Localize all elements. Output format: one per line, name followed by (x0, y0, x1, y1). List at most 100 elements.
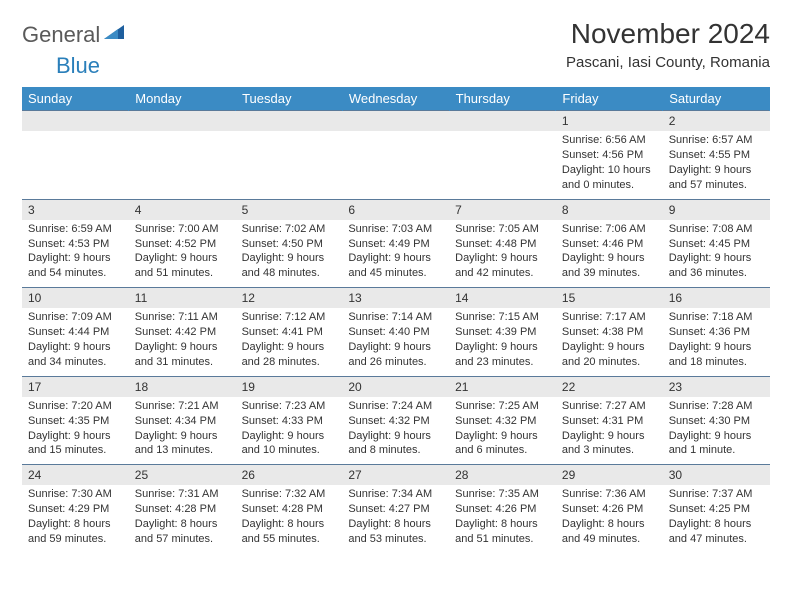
daylight-text-2: and 53 minutes. (348, 532, 443, 547)
sunset-text: Sunset: 4:32 PM (455, 414, 550, 429)
sunset-text: Sunset: 4:33 PM (242, 414, 337, 429)
sunset-text: Sunset: 4:44 PM (28, 325, 123, 340)
day-data-cell: Sunrise: 7:34 AMSunset: 4:27 PMDaylight:… (342, 485, 449, 552)
sunset-text: Sunset: 4:26 PM (455, 502, 550, 517)
day-data-cell: Sunrise: 7:03 AMSunset: 4:49 PMDaylight:… (342, 220, 449, 288)
dow-header: Thursday (449, 87, 556, 111)
day-data-cell: Sunrise: 7:30 AMSunset: 4:29 PMDaylight:… (22, 485, 129, 552)
day-number-row: 24252627282930 (22, 465, 770, 486)
sunset-text: Sunset: 4:30 PM (669, 414, 764, 429)
daylight-text-2: and 34 minutes. (28, 355, 123, 370)
sunrise-text: Sunrise: 7:28 AM (669, 399, 764, 414)
daylight-text-2: and 6 minutes. (455, 443, 550, 458)
sunrise-text: Sunrise: 7:31 AM (135, 487, 230, 502)
daylight-text-1: Daylight: 9 hours (242, 340, 337, 355)
daylight-text-2: and 51 minutes. (135, 266, 230, 281)
sunset-text: Sunset: 4:55 PM (669, 148, 764, 163)
day-number-cell: 8 (556, 199, 663, 220)
sunrise-text: Sunrise: 7:25 AM (455, 399, 550, 414)
day-data-cell: Sunrise: 7:15 AMSunset: 4:39 PMDaylight:… (449, 308, 556, 376)
sunset-text: Sunset: 4:29 PM (28, 502, 123, 517)
day-number-cell (129, 111, 236, 132)
sunrise-text: Sunrise: 7:37 AM (669, 487, 764, 502)
day-data-cell: Sunrise: 7:35 AMSunset: 4:26 PMDaylight:… (449, 485, 556, 552)
sunrise-text: Sunrise: 7:00 AM (135, 222, 230, 237)
sunrise-text: Sunrise: 7:09 AM (28, 310, 123, 325)
daylight-text-1: Daylight: 9 hours (242, 429, 337, 444)
daylight-text-1: Daylight: 9 hours (135, 251, 230, 266)
daylight-text-2: and 42 minutes. (455, 266, 550, 281)
day-data-cell: Sunrise: 7:00 AMSunset: 4:52 PMDaylight:… (129, 220, 236, 288)
daylight-text-1: Daylight: 8 hours (135, 517, 230, 532)
sunrise-text: Sunrise: 7:21 AM (135, 399, 230, 414)
daylight-text-1: Daylight: 9 hours (28, 429, 123, 444)
day-number-cell: 28 (449, 465, 556, 486)
sunset-text: Sunset: 4:48 PM (455, 237, 550, 252)
daylight-text-2: and 59 minutes. (28, 532, 123, 547)
sunrise-text: Sunrise: 7:08 AM (669, 222, 764, 237)
sunrise-text: Sunrise: 6:56 AM (562, 133, 657, 148)
daylight-text-1: Daylight: 9 hours (242, 251, 337, 266)
day-data-cell: Sunrise: 7:24 AMSunset: 4:32 PMDaylight:… (342, 397, 449, 465)
daylight-text-2: and 8 minutes. (348, 443, 443, 458)
daylight-text-1: Daylight: 9 hours (562, 340, 657, 355)
sunrise-text: Sunrise: 7:11 AM (135, 310, 230, 325)
daylight-text-2: and 48 minutes. (242, 266, 337, 281)
day-number-cell: 30 (663, 465, 770, 486)
day-number-cell: 7 (449, 199, 556, 220)
day-number-cell (22, 111, 129, 132)
day-number-row: 3456789 (22, 199, 770, 220)
daylight-text-2: and 31 minutes. (135, 355, 230, 370)
day-data-cell: Sunrise: 7:12 AMSunset: 4:41 PMDaylight:… (236, 308, 343, 376)
day-number-cell: 17 (22, 376, 129, 397)
sunrise-text: Sunrise: 7:34 AM (348, 487, 443, 502)
daylight-text-2: and 20 minutes. (562, 355, 657, 370)
day-data-row: Sunrise: 7:09 AMSunset: 4:44 PM Daylight:… (22, 308, 770, 376)
day-data-cell: Sunrise: 7:05 AMSunset: 4:48 PMDaylight:… (449, 220, 556, 288)
day-number-cell: 21 (449, 376, 556, 397)
sunset-text: Sunset: 4:45 PM (669, 237, 764, 252)
sunrise-text: Sunrise: 7:20 AM (28, 399, 123, 414)
sunrise-text: Sunrise: 6:59 AM (28, 222, 123, 237)
dow-header: Saturday (663, 87, 770, 111)
day-number-cell: 20 (342, 376, 449, 397)
daylight-text-1: Daylight: 9 hours (135, 340, 230, 355)
day-data-cell: Sunrise: 7:17 AMSunset: 4:38 PMDaylight:… (556, 308, 663, 376)
day-data-row: Sunrise: 6:56 AMSunset: 4:56 PMDaylight:… (22, 131, 770, 199)
daylight-text-1: Daylight: 9 hours (562, 429, 657, 444)
day-number-cell: 23 (663, 376, 770, 397)
sunrise-text: Sunrise: 7:30 AM (28, 487, 123, 502)
daylight-text-2: and 10 minutes. (242, 443, 337, 458)
day-number-cell: 16 (663, 288, 770, 309)
day-number-cell: 15 (556, 288, 663, 309)
daylight-text-1: Daylight: 9 hours (455, 251, 550, 266)
daylight-text-1: Daylight: 9 hours (455, 340, 550, 355)
day-number-cell: 11 (129, 288, 236, 309)
daylight-text-1: Daylight: 9 hours (455, 429, 550, 444)
day-data-cell: Sunrise: 7:21 AMSunset: 4:34 PMDaylight:… (129, 397, 236, 465)
sunset-text: Sunset: 4:34 PM (135, 414, 230, 429)
day-number-cell: 5 (236, 199, 343, 220)
day-data-cell: Sunrise: 7:37 AMSunset: 4:25 PMDaylight:… (663, 485, 770, 552)
sunrise-text: Sunrise: 7:02 AM (242, 222, 337, 237)
day-number-cell: 26 (236, 465, 343, 486)
calendar-table: Sunday Monday Tuesday Wednesday Thursday… (22, 87, 770, 553)
day-number-cell (342, 111, 449, 132)
day-data-cell: Sunrise: 7:36 AMSunset: 4:26 PMDaylight:… (556, 485, 663, 552)
logo: General (22, 22, 106, 48)
sunset-text: Sunset: 4:31 PM (562, 414, 657, 429)
day-number-cell: 19 (236, 376, 343, 397)
sunrise-text: Sunrise: 7:27 AM (562, 399, 657, 414)
day-data-cell (236, 131, 343, 199)
day-data-row: Sunrise: 7:30 AMSunset: 4:29 PM Daylight:… (22, 485, 770, 552)
daylight-text-2: and 57 minutes. (669, 178, 764, 193)
day-number-row: 10111213141516 (22, 288, 770, 309)
day-number-row: 12 (22, 111, 770, 132)
daylight-text-2: and 39 minutes. (562, 266, 657, 281)
day-data-cell: Sunrise: 6:57 AMSunset: 4:55 PMDaylight:… (663, 131, 770, 199)
daylight-text-1: Daylight: 9 hours (669, 429, 764, 444)
daylight-text-2: and 18 minutes. (669, 355, 764, 370)
sunrise-text: Sunrise: 7:12 AM (242, 310, 337, 325)
day-number-cell: 6 (342, 199, 449, 220)
day-number-cell: 18 (129, 376, 236, 397)
